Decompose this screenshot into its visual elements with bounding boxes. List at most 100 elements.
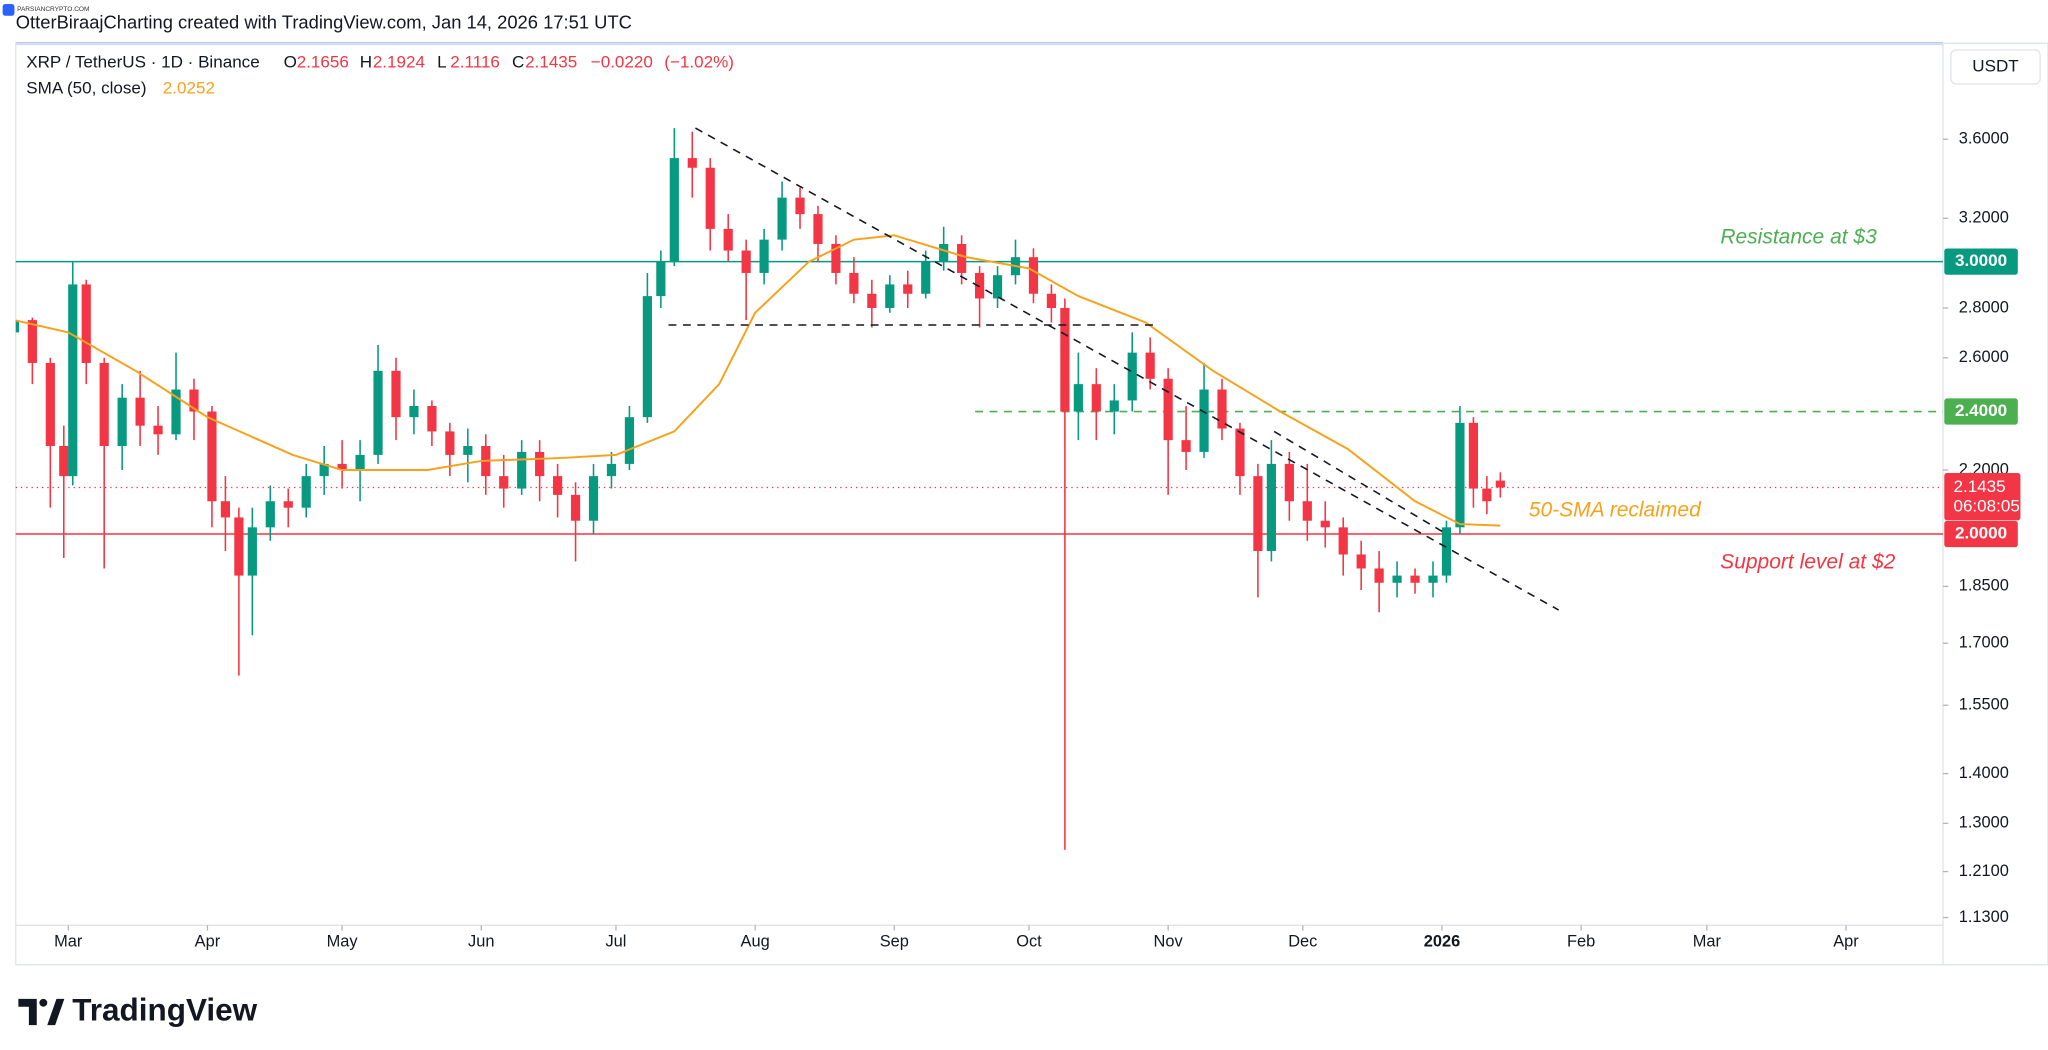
candle-body — [117, 397, 127, 447]
candle-body — [1235, 428, 1245, 477]
candle-body — [795, 197, 805, 215]
currency: USDT — [1972, 56, 2019, 75]
legend-letter: O — [284, 53, 297, 72]
candle-body — [1253, 476, 1263, 552]
candle-body — [283, 501, 293, 508]
candle-body — [1495, 480, 1505, 488]
candle-body — [1217, 389, 1227, 429]
candle-body — [301, 476, 311, 508]
trendline — [1273, 430, 1447, 535]
chart-frame — [15, 42, 2048, 966]
candle-body — [391, 370, 401, 418]
candles — [15, 127, 1560, 850]
candle-body — [265, 501, 275, 528]
candle-body — [921, 261, 931, 294]
watermark-icon — [2, 3, 15, 16]
x-tick-label: Mar — [1693, 933, 1722, 951]
y-tick-label: 1.3000 — [1959, 814, 2009, 832]
candle-body — [535, 451, 545, 477]
candle-body — [669, 158, 679, 262]
sma-legend-value: 2.0252 — [163, 79, 215, 98]
candle-body — [234, 517, 244, 576]
legend-letter: H — [360, 53, 372, 72]
x-tick-label: Apr — [1833, 933, 1859, 951]
logo-mark — [39, 998, 48, 1007]
level-label-box — [1944, 520, 2018, 548]
candle-body — [1338, 527, 1348, 555]
candle-body — [1046, 293, 1057, 308]
y-tick-label: 3.6000 — [1959, 130, 2009, 148]
candle-body — [207, 411, 217, 502]
candle-body — [777, 197, 787, 240]
x-tick-label: Mar — [54, 933, 83, 951]
legend-value: 2.1924 — [373, 53, 425, 72]
brand: TradingView — [72, 991, 257, 1027]
level-annotation: Resistance at $3 — [1720, 226, 1877, 249]
x-tick-label: Aug — [741, 933, 770, 951]
candle-body — [1109, 400, 1119, 412]
candle-body — [220, 501, 230, 518]
candle-body — [373, 370, 383, 455]
candle-body — [1060, 307, 1070, 412]
x-tick-label: Feb — [1567, 933, 1595, 951]
legend-value: 2.1435 — [525, 53, 577, 72]
y-tick-label: 1.2100 — [1959, 862, 2009, 880]
candle-body — [189, 389, 199, 412]
legend-change-pct: (−1.02%) — [664, 53, 734, 72]
candle-body — [885, 284, 895, 308]
candle-body — [247, 527, 257, 576]
countdown: 06:08:05 — [1953, 497, 2019, 516]
candle-body — [135, 397, 145, 426]
candle-body — [1392, 575, 1402, 583]
level-annotation: Support level at $2 — [1720, 550, 1895, 573]
candle-body — [355, 454, 365, 470]
candle-body — [1091, 384, 1101, 412]
candle-body — [903, 284, 913, 294]
candle-body — [957, 243, 967, 273]
sma-line — [15, 234, 1501, 527]
candle-body — [1441, 527, 1452, 576]
candle-body — [99, 362, 109, 447]
y-tick-label: 1.1300 — [1959, 908, 2009, 926]
candle-body — [1181, 440, 1191, 452]
watermark: PARSIANCRYPTO.COM — [17, 6, 89, 13]
y-tick-label: 1.4000 — [1959, 764, 2009, 782]
legend-letter: L — [437, 53, 446, 72]
candle-body — [642, 296, 652, 418]
currency-box[interactable] — [1950, 49, 2041, 85]
candle-body — [27, 320, 37, 363]
level-label: 2.4000 — [1955, 401, 2007, 420]
candle-body — [759, 239, 769, 273]
candle-body — [171, 389, 181, 435]
y-tick-label: 3.2000 — [1959, 209, 2009, 227]
x-tick-label: Jul — [605, 933, 626, 951]
candle-body — [463, 446, 473, 455]
candle-body — [606, 463, 617, 477]
candle-body — [939, 243, 949, 262]
candle-body — [45, 362, 55, 447]
candle-body — [1320, 520, 1330, 528]
candle-body — [1428, 575, 1438, 583]
level-label-box — [1944, 398, 2018, 425]
candle-body — [624, 417, 635, 464]
candle-body — [723, 228, 733, 251]
candle-body — [1073, 384, 1083, 412]
candle-body — [68, 284, 78, 477]
legend-letter: C — [512, 53, 524, 72]
candle-body — [1284, 463, 1294, 502]
y-tick-label: 2.8000 — [1959, 298, 2009, 316]
level-label: 2.0000 — [1955, 524, 2007, 543]
candle-body — [974, 272, 985, 299]
legend-value: 2.1656 — [297, 53, 349, 72]
candle-body — [517, 451, 527, 489]
trendline — [695, 127, 1560, 611]
candle-body — [831, 243, 841, 273]
y-tick-label: 1.7000 — [1959, 634, 2009, 652]
candle-body — [992, 275, 1003, 299]
chart-title: XRP / TetherUS · 1D · Binance — [26, 53, 259, 72]
candle-body — [1199, 389, 1209, 452]
candle-body — [409, 405, 419, 418]
candle-body — [867, 293, 877, 308]
